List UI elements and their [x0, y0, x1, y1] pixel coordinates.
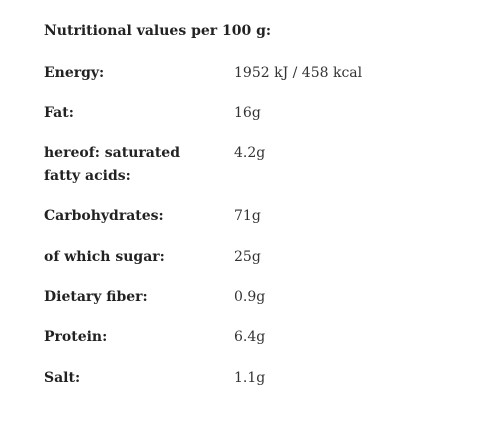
- title: Nutritional values per 100 g:: [44, 23, 272, 39]
- nutrient-label: Salt:: [44, 370, 81, 386]
- nutrient-label: Fat:: [44, 105, 74, 121]
- nutrient-label: Protein:: [44, 329, 108, 345]
- nutrient-value: 4.2g: [234, 145, 266, 161]
- nutrient-value: 0.9g: [234, 289, 266, 305]
- nutrient-label: of which sugar:: [44, 249, 165, 265]
- nutrient-label: hereof: saturated fatty acids:: [44, 145, 180, 184]
- nutrient-value: 1952 kJ / 458 kcal: [234, 65, 363, 81]
- nutrient-label: Dietary fiber:: [44, 289, 148, 305]
- nutrient-value: 1.1g: [234, 370, 266, 386]
- nutrient-label: Carbohydrates:: [44, 208, 164, 224]
- nutrient-value: 71g: [234, 208, 261, 224]
- nutrient-label: Energy:: [44, 65, 105, 81]
- nutrient-value: 6.4g: [234, 329, 266, 345]
- nutrient-value: 25g: [234, 249, 261, 265]
- nutrient-value: 16g: [234, 105, 261, 121]
